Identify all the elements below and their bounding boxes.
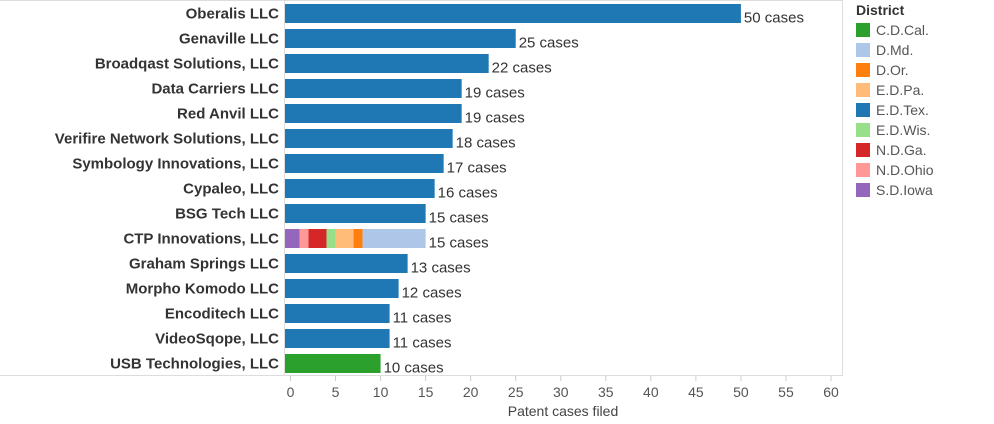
bar-segment[interactable] xyxy=(285,129,453,148)
x-tick-label: 55 xyxy=(778,384,794,400)
legend-label: D.Or. xyxy=(876,62,909,78)
bar-segment[interactable] xyxy=(285,229,300,248)
category-label: Symbology Innovations, LLC xyxy=(72,156,279,173)
bar-segment[interactable] xyxy=(285,354,381,373)
legend-label: D.Md. xyxy=(876,42,914,58)
x-tick-label: 30 xyxy=(553,384,569,400)
category-label: Red Anvil LLC xyxy=(177,106,279,123)
category-label: BSG Tech LLC xyxy=(175,206,279,223)
data-label: 16 cases xyxy=(438,185,498,202)
data-label: 18 cases xyxy=(456,135,516,152)
legend-item[interactable]: C.D.Cal. xyxy=(856,20,934,40)
data-label: 13 cases xyxy=(411,260,471,277)
legend-swatch xyxy=(856,83,870,97)
x-tick-label: 10 xyxy=(373,384,389,400)
legend-label: N.D.Ga. xyxy=(876,142,927,158)
legend-item[interactable]: D.Or. xyxy=(856,60,934,80)
data-label: 12 cases xyxy=(402,285,462,302)
bar-segment[interactable] xyxy=(335,229,354,248)
category-label: VideoSqope, LLC xyxy=(155,331,279,348)
legend-swatch xyxy=(856,163,870,177)
category-label: Oberalis LLC xyxy=(186,6,280,23)
legend-label: E.D.Wis. xyxy=(876,122,931,138)
category-label: Broadqast Solutions, LLC xyxy=(95,56,279,73)
category-label: Cypaleo, LLC xyxy=(183,181,279,198)
legend-label: E.D.Pa. xyxy=(876,82,925,98)
legend-item[interactable]: N.D.Ga. xyxy=(856,140,934,160)
data-label: 15 cases xyxy=(429,235,489,252)
data-label: 11 cases xyxy=(393,310,452,327)
category-label: Genaville LLC xyxy=(179,31,279,48)
chart-frame xyxy=(0,0,843,376)
bar-segment[interactable] xyxy=(285,54,489,73)
legend-item[interactable]: E.D.Pa. xyxy=(856,80,934,100)
data-label: 22 cases xyxy=(492,60,552,77)
x-tick-label: 35 xyxy=(598,384,614,400)
bar-segment[interactable] xyxy=(326,229,336,248)
data-label: 19 cases xyxy=(465,85,525,102)
data-label: 17 cases xyxy=(447,160,507,177)
bar-segment[interactable] xyxy=(285,204,426,223)
x-tick-label: 60 xyxy=(823,384,839,400)
category-label: CTP Innovations, LLC xyxy=(123,231,279,248)
x-tick-label: 5 xyxy=(332,384,340,400)
x-tick-label: 25 xyxy=(508,384,524,400)
x-tick-label: 20 xyxy=(463,384,479,400)
bar-segment[interactable] xyxy=(362,229,426,248)
bar-segment[interactable] xyxy=(285,329,390,348)
legend-label: C.D.Cal. xyxy=(876,22,929,38)
x-tick-label: 15 xyxy=(418,384,434,400)
legend-label: E.D.Tex. xyxy=(876,102,929,118)
data-label: 19 cases xyxy=(465,110,525,127)
data-label: 25 cases xyxy=(519,35,579,52)
x-tick-label: 50 xyxy=(733,384,749,400)
legend-item[interactable]: N.D.Ohio xyxy=(856,160,934,180)
legend-swatch xyxy=(856,63,870,77)
bar-segment[interactable] xyxy=(285,254,408,273)
data-label: 50 cases xyxy=(744,10,804,27)
legend-label: S.D.Iowa xyxy=(876,182,933,198)
legend-item[interactable]: D.Md. xyxy=(856,40,934,60)
category-label: Morpho Komodo LLC xyxy=(126,281,279,298)
x-axis-title: Patent cases filed xyxy=(508,403,619,419)
legend-item[interactable]: E.D.Wis. xyxy=(856,120,934,140)
bar-segment[interactable] xyxy=(285,304,390,323)
legend-item[interactable]: S.D.Iowa xyxy=(856,180,934,200)
bar-segment[interactable] xyxy=(353,229,363,248)
x-tick-label: 0 xyxy=(287,384,295,400)
category-label: Encoditech LLC xyxy=(165,306,279,323)
bar-segment[interactable] xyxy=(285,29,516,48)
category-label: Verifire Network Solutions, LLC xyxy=(55,131,279,148)
legend: District C.D.Cal. D.Md. D.Or. E.D.Pa. E.D.Te… xyxy=(856,2,934,200)
legend-item[interactable]: E.D.Tex. xyxy=(856,100,934,120)
category-label: USB Technologies, LLC xyxy=(110,356,279,373)
x-tick-label: 40 xyxy=(643,384,659,400)
bar-segment[interactable] xyxy=(285,79,462,98)
legend-label: N.D.Ohio xyxy=(876,162,934,178)
legend-swatch xyxy=(856,183,870,197)
bar-segment[interactable] xyxy=(308,229,327,248)
legend-swatch xyxy=(856,123,870,137)
x-tick-label: 45 xyxy=(688,384,704,400)
bar-segment[interactable] xyxy=(285,4,741,23)
data-label: 15 cases xyxy=(429,210,489,227)
category-label: Data Carriers LLC xyxy=(151,81,279,98)
bar-segment[interactable] xyxy=(285,104,462,123)
bar-segment[interactable] xyxy=(299,229,309,248)
bar-segment[interactable] xyxy=(285,179,435,198)
bar-segment[interactable] xyxy=(285,279,399,298)
category-label: Graham Springs LLC xyxy=(129,256,279,273)
legend-swatch xyxy=(856,143,870,157)
legend-swatch xyxy=(856,103,870,117)
data-label: 10 cases xyxy=(384,360,444,377)
legend-title: District xyxy=(856,2,905,18)
legend-swatch xyxy=(856,43,870,57)
data-label: 11 cases xyxy=(393,335,452,352)
bar-segment[interactable] xyxy=(285,154,444,173)
legend-swatch xyxy=(856,23,870,37)
